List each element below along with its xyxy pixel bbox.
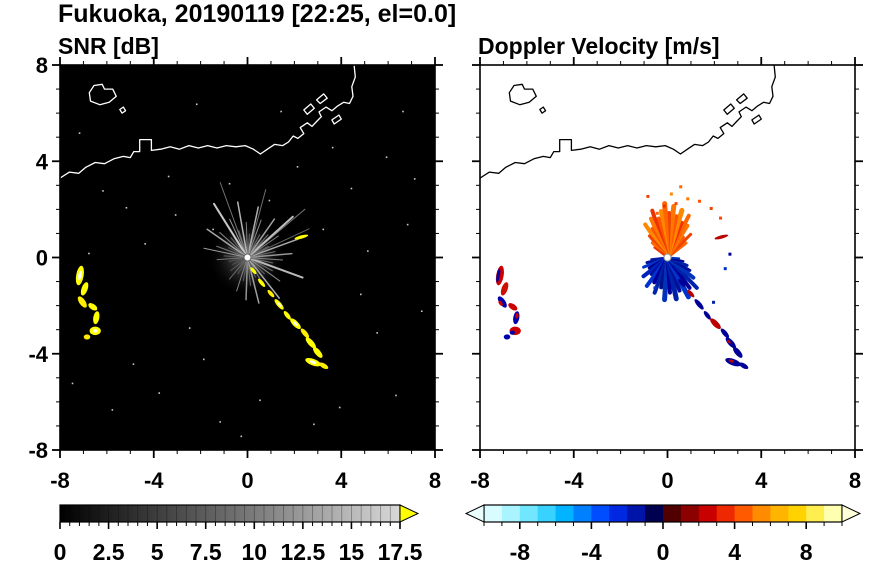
- colorbar-label: 8: [800, 539, 813, 565]
- echo-blob: [283, 311, 291, 320]
- colorbar-label: 4: [728, 539, 741, 565]
- y-tick-label: -4: [28, 342, 48, 367]
- x-tick-label: 0: [661, 468, 673, 493]
- y-tick-label: 4: [36, 149, 49, 174]
- over-range-arrow: [841, 504, 862, 523]
- echo-blob: [720, 328, 730, 339]
- echo-blob: [92, 329, 98, 333]
- echo-blob: [710, 318, 721, 330]
- snr-colorbar: 0 2.5 5 7.5 10 12.5 15 17.5: [54, 504, 423, 565]
- colorbar-label: 10: [241, 539, 267, 565]
- echo-blob: [498, 300, 503, 306]
- echo-blob: [294, 234, 309, 240]
- echo-blob: [300, 328, 310, 339]
- colorbar-label: 5: [151, 539, 164, 565]
- echo-blob: [93, 311, 100, 325]
- coastline: [60, 65, 356, 179]
- echo-blob: [703, 311, 711, 320]
- colorbar-label: -8: [510, 539, 531, 565]
- echo-blob: [250, 267, 257, 275]
- under-range-arrow: [464, 504, 485, 523]
- velocity-panel: -8 -4 0 4 8: [470, 57, 863, 493]
- echo-blob: [83, 334, 91, 340]
- echo-blob: [733, 347, 743, 358]
- radar-site-marker: [243, 253, 252, 262]
- colorbar-label: 0: [657, 539, 670, 565]
- colorbar-label: 12.5: [280, 539, 325, 565]
- x-tick-label: -4: [564, 468, 584, 493]
- y-tick-label: 8: [36, 53, 48, 78]
- x-tick-label: 4: [755, 468, 768, 493]
- echo-blob: [677, 278, 686, 287]
- colorbar-label: 2.5: [93, 539, 125, 565]
- echo-blob: [77, 296, 87, 308]
- colorbar-label: 17.5: [378, 539, 423, 565]
- echo-blob: [309, 360, 317, 364]
- radar-site-marker: [663, 253, 672, 262]
- echo-blob: [88, 303, 98, 311]
- echo-blob: [509, 330, 515, 335]
- over-range-arrow: [399, 504, 420, 523]
- echo-blob: [319, 362, 329, 370]
- coastline: [480, 65, 776, 179]
- echo-blob: [515, 312, 519, 319]
- colorbar-label: 7.5: [190, 539, 222, 565]
- x-tick-label: -8: [470, 468, 490, 493]
- echo-blob: [277, 302, 282, 307]
- echo-blob: [78, 270, 82, 281]
- echo-blob: [714, 234, 729, 240]
- echo-blob: [503, 334, 511, 340]
- x-tick-label: 8: [849, 468, 861, 493]
- snr-panel: -8 -4 0 4 8 8 4 0 -4 -8: [28, 53, 443, 493]
- echo-blob: [728, 359, 734, 363]
- y-tick-label: 0: [36, 246, 48, 271]
- snr-panel-title: SNR [dB]: [58, 33, 159, 59]
- echo-blob: [739, 362, 749, 370]
- echo-blob: [508, 303, 518, 311]
- colorbar-label: -4: [581, 539, 602, 565]
- echo-blob: [694, 299, 704, 310]
- x-tick-label: 4: [335, 468, 348, 493]
- x-tick-label: -4: [144, 468, 164, 493]
- x-tick-label: 8: [429, 468, 441, 493]
- echo-blob: [687, 289, 695, 298]
- echo-blob: [727, 339, 731, 344]
- echo-blob: [313, 347, 323, 358]
- echo-blob: [305, 337, 316, 349]
- echo-blob: [500, 282, 509, 296]
- echo-blob: [257, 278, 266, 287]
- x-tick-label: 0: [241, 468, 253, 493]
- velocity-colorbar: -8 -4 0 4 8: [464, 504, 862, 565]
- velocity-panel-title: Doppler Velocity [m/s]: [478, 33, 720, 59]
- x-tick-label: -8: [50, 468, 70, 493]
- echo-blob: [267, 289, 275, 298]
- figure-title: Fukuoka, 20190119 [22:25, el=0.0]: [58, 0, 457, 28]
- echo-blob: [80, 282, 89, 296]
- y-tick-label: -8: [28, 438, 48, 463]
- echo-blob: [496, 268, 501, 283]
- echo-blob: [293, 321, 298, 327]
- colorbar-label: 0: [54, 539, 67, 565]
- echo-blob: [497, 296, 507, 308]
- colorbar-label: 15: [339, 539, 365, 565]
